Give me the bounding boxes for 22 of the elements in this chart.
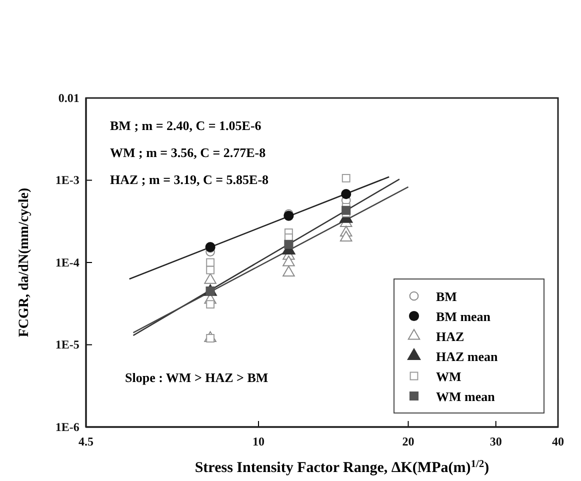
legend-label: HAZ mean (436, 349, 499, 364)
x-tick-label: 20 (402, 434, 414, 449)
y-tick-label: 1E-6 (55, 420, 80, 434)
y-tick-label: 1E-4 (55, 255, 80, 270)
annotation: Slope : WM > HAZ > BM (125, 370, 268, 385)
legend-label: HAZ (436, 329, 464, 344)
x-tick-label: 4.5 (78, 434, 94, 449)
legend-label: WM mean (436, 389, 496, 404)
legend-label: BM (436, 289, 457, 304)
legend-label: BM mean (436, 309, 492, 324)
annotation: HAZ ; m = 3.19, C = 5.85E-8 (110, 172, 270, 187)
legend-label: WM (436, 369, 462, 384)
y-axis-title: FCGR, da/dN(mm/cycle) (17, 188, 32, 338)
x-tick-label: 40 (552, 434, 564, 449)
y-tick-label: 1E-3 (55, 173, 80, 188)
x-tick-label: 10 (252, 434, 265, 449)
x-axis-title: Stress Intensity Factor Range, ΔK(MPa(m)$^{1/2}$) (194, 458, 490, 476)
annotation: WM ; m = 3.56, C = 2.77E-8 (110, 145, 266, 160)
y-tick-label: 0.01 (58, 90, 80, 105)
y-tick-label: 1E-5 (55, 338, 80, 352)
x-tick-label: 30 (490, 434, 502, 449)
annotation: BM ; m = 2.40, C = 1.05E-6 (110, 118, 262, 133)
